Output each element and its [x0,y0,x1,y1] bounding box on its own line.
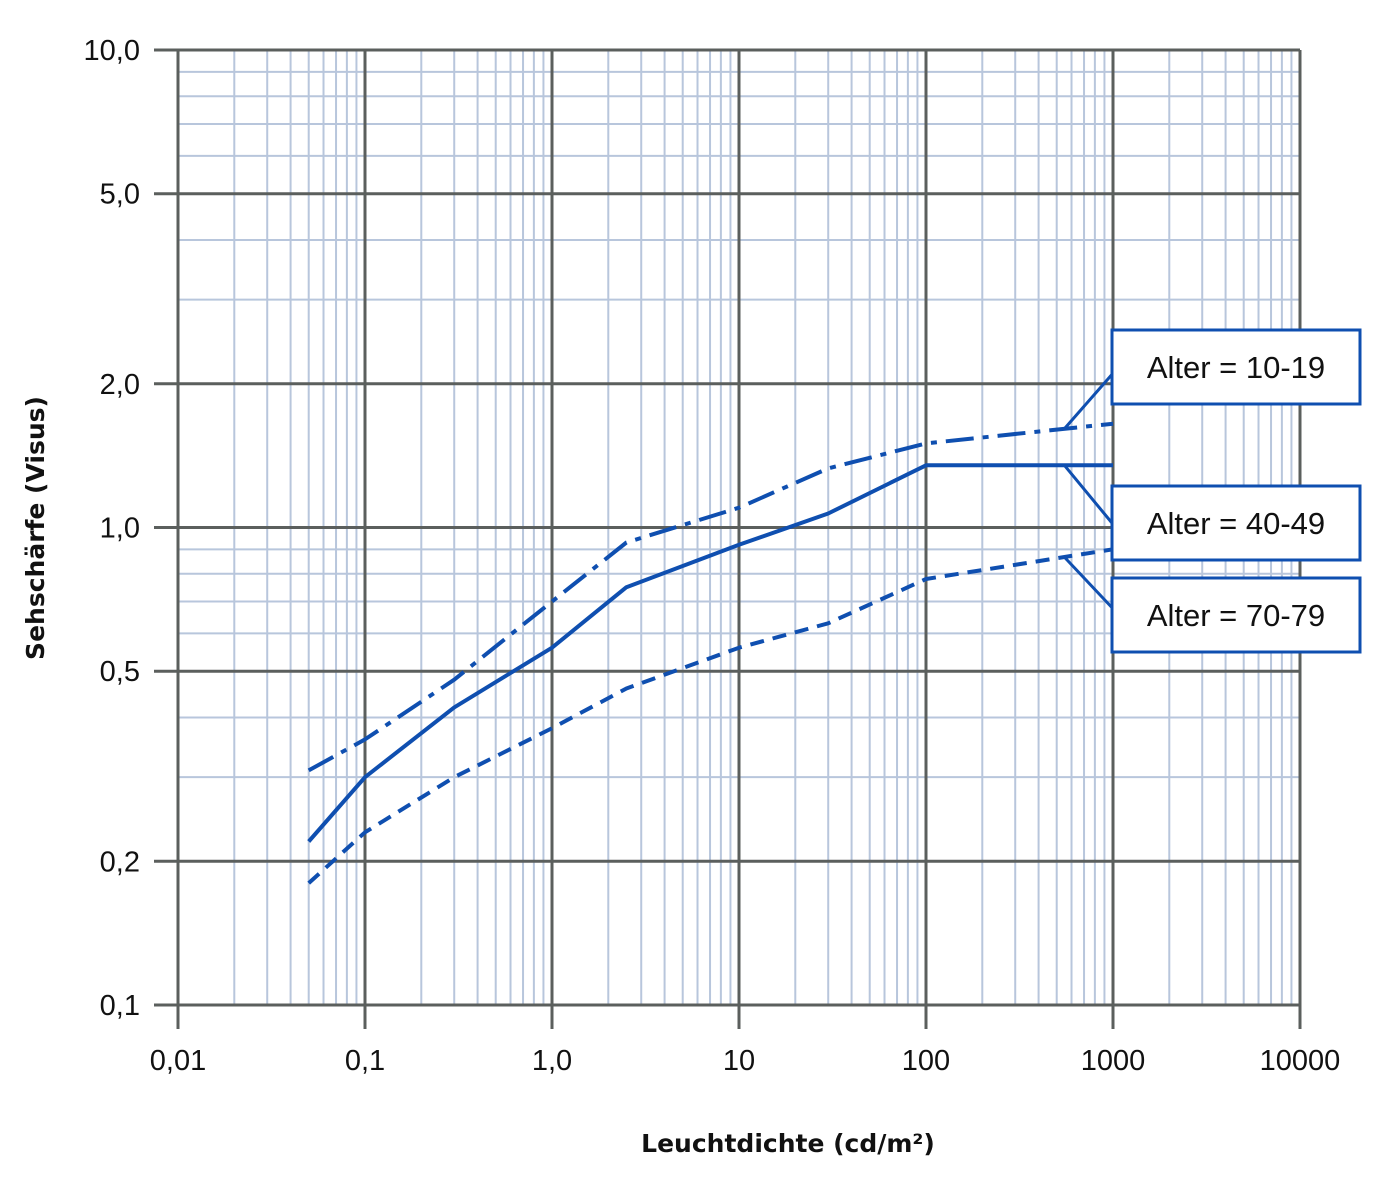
x-tick-label: 1,0 [532,1045,572,1077]
y-axis-title: Sehschärfe (Visus) [21,396,50,660]
y-tick-labels: 0,1 0,2 0,5 1,0 2,0 5,0 10,0 [84,35,140,1022]
series-lines [307,421,1114,885]
x-tick-labels: 0,01 0,1 1,0 10 100 1000 10000 [150,1045,1341,1077]
x-tick-label: 0,1 [345,1045,385,1077]
series-line-3 [307,547,1114,885]
legend-label: Alter = 10-19 [1147,350,1325,385]
legend-box [1110,576,1362,654]
legend-box [1110,328,1362,406]
x-tick-label: 10000 [1260,1045,1341,1077]
series-line-2 [307,463,1113,843]
y-tick-label: 10,0 [84,35,140,67]
legend: Alter = 10-19 Alter = 40-49 Alter = 70-79 [1063,328,1362,654]
legend-leader-line [1063,556,1114,609]
y-tick-label: 5,0 [100,179,140,211]
legend-leader-line [1063,464,1114,524]
x-tick-label: 100 [902,1045,950,1077]
y-tick-label: 0,2 [100,846,140,878]
legend-leader-line [1063,373,1114,430]
legend-label: Alter = 40-49 [1147,506,1325,541]
legend-label: Alter = 70-79 [1147,598,1325,633]
x-tick-label: 0,01 [150,1045,206,1077]
y-tick-label: 1,0 [100,513,140,545]
series-line-1 [307,421,1114,773]
legend-box [1110,484,1362,562]
y-tick-label: 0,5 [100,656,140,688]
major-grid [154,48,1302,1029]
x-axis-title: Leuchtdichte (cd/m²) [641,1129,935,1158]
x-tick-label: 1000 [1081,1045,1146,1077]
y-tick-label: 2,0 [100,369,140,401]
x-tick-label: 10 [723,1045,755,1077]
y-tick-label: 0,1 [100,990,140,1022]
